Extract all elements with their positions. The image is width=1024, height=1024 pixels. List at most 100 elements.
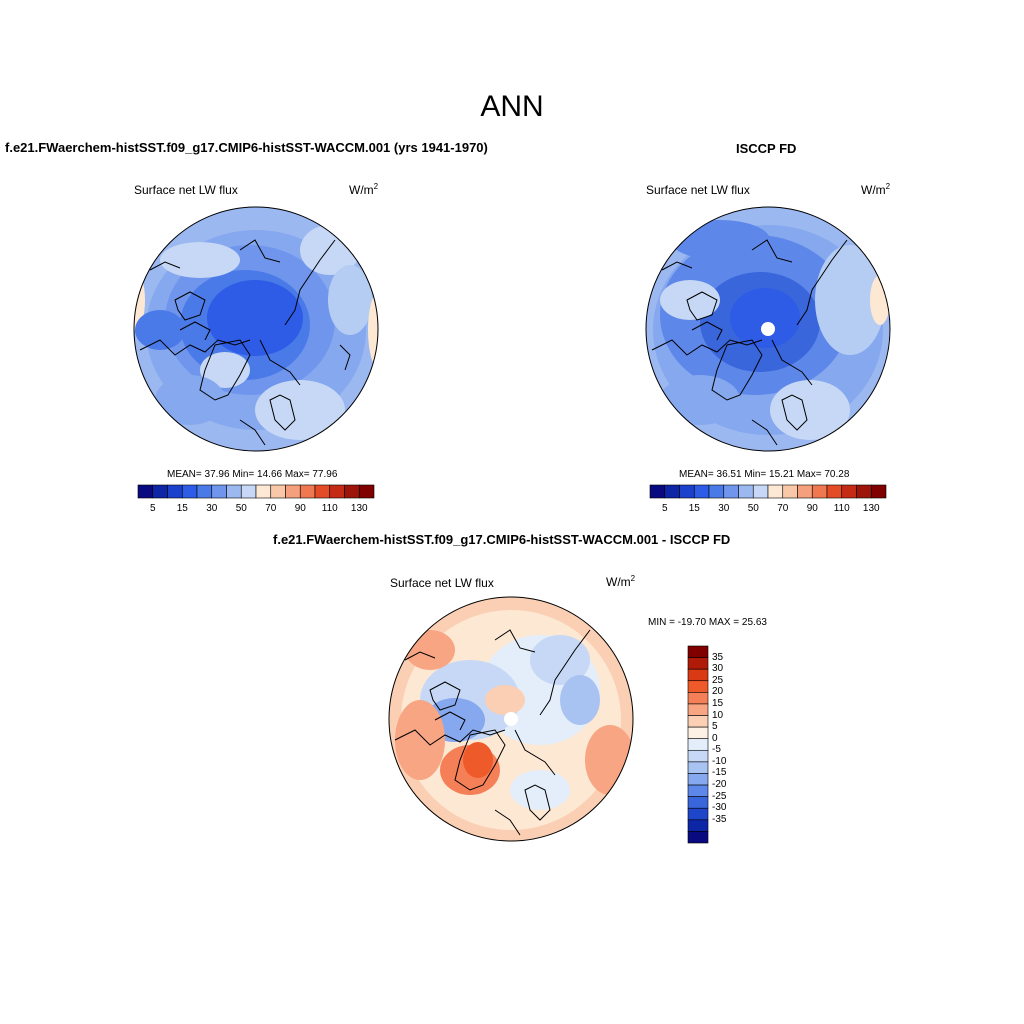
colorbar-tick-label: 25 bbox=[712, 674, 724, 686]
colorbar-swatch bbox=[687, 773, 709, 786]
colorbar-tick-label: 15 bbox=[176, 503, 188, 514]
colorbar-swatch bbox=[226, 484, 242, 499]
colorbar-swatch bbox=[152, 484, 168, 499]
panel-3-stats: MIN = -19.70 MAX = 25.63 bbox=[648, 617, 767, 628]
colorbar-swatch bbox=[196, 484, 213, 499]
panel-2-units: W/m2 bbox=[861, 182, 891, 197]
colorbar-swatch bbox=[687, 692, 709, 705]
colorbar-tick-label: 15 bbox=[712, 697, 724, 709]
colorbar-swatch bbox=[841, 484, 857, 499]
colorbar-tick-label: -20 bbox=[712, 779, 727, 791]
panel-2-variable: Surface net LW flux bbox=[646, 183, 750, 197]
colorbar-swatch bbox=[767, 484, 784, 499]
colorbar-panel-1 bbox=[137, 484, 375, 499]
colorbar-tick-label: 50 bbox=[235, 503, 247, 514]
colorbar-swatch bbox=[811, 484, 828, 499]
colorbar-tick-label: 70 bbox=[265, 503, 277, 514]
colorbar-swatch bbox=[679, 484, 695, 499]
figure-title: ANN bbox=[480, 90, 544, 123]
colorbar-tick-label: 30 bbox=[712, 663, 724, 675]
map-panel-2 bbox=[646, 207, 890, 451]
colorbar-tick-label: 5 bbox=[712, 721, 718, 733]
colorbar-tick-label: 20 bbox=[712, 686, 724, 698]
colorbar-tick-label: -25 bbox=[712, 790, 727, 802]
colorbar-tick-label: -10 bbox=[712, 755, 727, 767]
panel-1-stats: MEAN= 37.96 Min= 14.66 Max= 77.96 bbox=[167, 469, 338, 480]
colorbar-swatch bbox=[255, 484, 272, 499]
colorbar-swatch bbox=[687, 680, 709, 693]
colorbar-tick-label: -5 bbox=[712, 744, 721, 756]
colorbar-tick-label: 110 bbox=[833, 503, 850, 514]
colorbar-swatch bbox=[344, 484, 360, 499]
colorbar-panel-2 bbox=[649, 484, 887, 499]
colorbar-swatch bbox=[687, 761, 709, 774]
colorbar-swatch bbox=[649, 484, 666, 499]
colorbar-swatch bbox=[687, 726, 709, 740]
colorbar-swatch bbox=[314, 484, 331, 499]
colorbar-swatch bbox=[687, 819, 709, 832]
colorbar-swatch bbox=[181, 484, 198, 499]
colorbar-swatch bbox=[738, 484, 754, 499]
colorbar-swatch bbox=[687, 749, 709, 763]
colorbar-swatch bbox=[826, 484, 843, 499]
colorbar-tick-label: 5 bbox=[661, 503, 668, 514]
colorbar-swatch bbox=[687, 645, 709, 658]
colorbar-tick-label: -30 bbox=[712, 802, 727, 814]
colorbar-swatch bbox=[797, 484, 813, 499]
colorbar-swatch bbox=[299, 484, 316, 499]
colorbar-tick-label: 15 bbox=[688, 503, 700, 514]
colorbar-swatch bbox=[687, 807, 709, 821]
colorbar-swatch bbox=[687, 668, 709, 682]
colorbar-swatch bbox=[329, 484, 345, 499]
panel-3-variable: Surface net LW flux bbox=[390, 576, 494, 590]
colorbar-swatch bbox=[752, 484, 769, 499]
colorbar-swatch bbox=[687, 738, 709, 751]
colorbar-swatch bbox=[270, 484, 286, 499]
panel-3-units: W/m2 bbox=[606, 574, 636, 589]
coastlines-panel-1 bbox=[139, 239, 351, 446]
colorbar-tick-label: 5 bbox=[149, 503, 156, 514]
colorbar-swatch bbox=[687, 715, 709, 728]
colorbar-swatch bbox=[693, 484, 710, 499]
colorbar-swatch bbox=[687, 796, 709, 809]
coastlines-panel-2 bbox=[651, 239, 848, 446]
colorbar-tick-label: -15 bbox=[712, 767, 727, 779]
colorbar-tick-label: 50 bbox=[747, 503, 759, 514]
colorbar-swatch bbox=[687, 657, 709, 670]
map-panel-1 bbox=[134, 207, 378, 451]
colorbar-tick-label: 70 bbox=[777, 503, 789, 514]
colorbar-swatch bbox=[358, 484, 375, 499]
panel-2-title: ISCCP FD bbox=[736, 141, 797, 156]
colorbar-swatch bbox=[285, 484, 301, 499]
colorbar-tick-label: 30 bbox=[718, 503, 730, 514]
colorbar-swatch bbox=[870, 484, 887, 499]
colorbar-swatch bbox=[167, 484, 183, 499]
panel-1-title: f.e21.FWaerchem-histSST.f09_g17.CMIP6-hi… bbox=[5, 140, 488, 155]
colorbar-swatch bbox=[708, 484, 725, 499]
colorbar-tick-label: 90 bbox=[294, 503, 306, 514]
colorbar-swatch bbox=[856, 484, 872, 499]
colorbar-tick-label: 30 bbox=[206, 503, 218, 514]
coastlines-panel-3 bbox=[394, 629, 591, 836]
colorbar-swatch bbox=[782, 484, 798, 499]
colorbar-tick-label: 130 bbox=[350, 503, 368, 514]
colorbar-tick-label: 90 bbox=[806, 503, 818, 514]
colorbar-swatch bbox=[211, 484, 227, 499]
colorbar-swatch bbox=[137, 484, 154, 499]
panel-2-stats: MEAN= 36.51 Min= 15.21 Max= 70.28 bbox=[679, 469, 850, 480]
colorbar-tick-label: 0 bbox=[712, 732, 718, 744]
colorbar-swatch bbox=[664, 484, 680, 499]
polar-hole-panel-2 bbox=[761, 322, 775, 336]
panel-1-variable: Surface net LW flux bbox=[134, 183, 238, 197]
colorbar-tick-label: 130 bbox=[862, 503, 880, 514]
colorbar-tick-label: -35 bbox=[712, 813, 727, 825]
colorbar-swatch bbox=[723, 484, 739, 499]
colorbar-swatch bbox=[240, 484, 257, 499]
map-border-panel-1 bbox=[133, 206, 379, 452]
panel-3-title: f.e21.FWaerchem-histSST.f09_g17.CMIP6-hi… bbox=[273, 532, 731, 547]
colorbar-swatch bbox=[687, 831, 709, 844]
panel-1-units: W/m2 bbox=[349, 182, 379, 197]
colorbar-tick-label: 35 bbox=[712, 651, 724, 663]
colorbar-swatch bbox=[687, 784, 709, 797]
